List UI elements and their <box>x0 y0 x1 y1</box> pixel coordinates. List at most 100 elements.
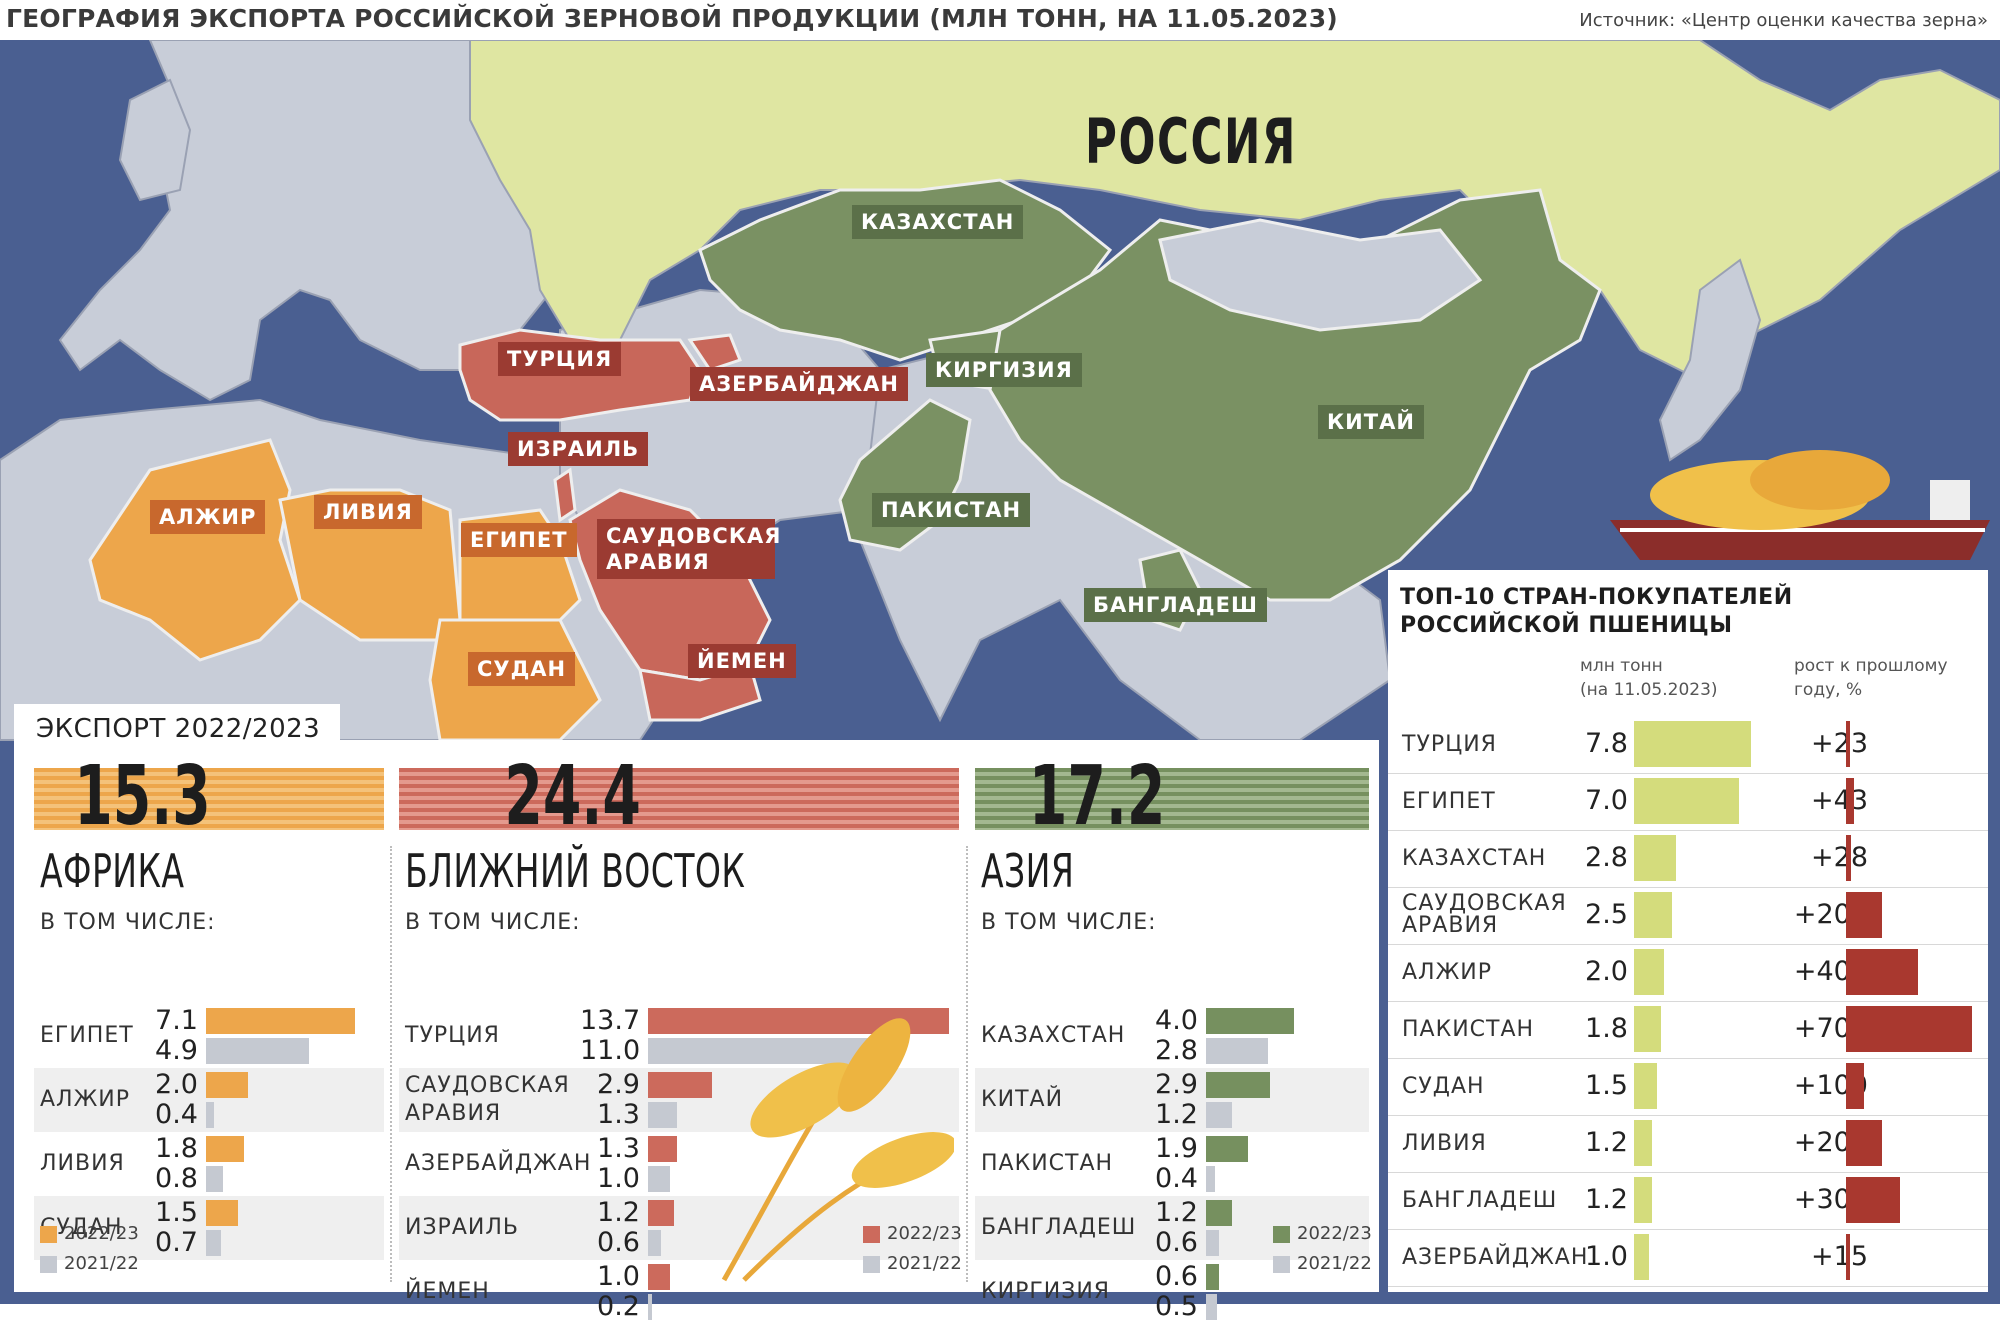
legend-label-previous: 2021/22 <box>887 1253 962 1274</box>
value-previous: 0.7 <box>155 1227 198 1258</box>
map-label-bangladesh: БАНГЛАДЕШ <box>1084 588 1267 622</box>
legend-swatch-previous <box>863 1256 880 1273</box>
value-current: 2.9 <box>1155 1069 1198 1100</box>
top10-volume-value: 1.5 <box>1585 1070 1628 1101</box>
top10-growth-bar <box>1846 1063 1864 1109</box>
top10-volume-bar <box>1634 1234 1649 1280</box>
bar-current <box>206 1136 244 1162</box>
value-current: 1.2 <box>1155 1197 1198 1228</box>
bar-previous <box>206 1102 215 1128</box>
top10-growth-header-line2: году, % <box>1794 680 1863 700</box>
page-title: ГЕОГРАФИЯ ЭКСПОРТА РОССИЙСКОЙ ЗЕРНОВОЙ П… <box>6 4 1338 33</box>
column-separator <box>390 846 392 1282</box>
value-previous: 0.4 <box>1155 1163 1198 1194</box>
top10-title-line1: ТОП-10 СТРАН-ПОКУПАТЕЛЕЙ <box>1400 585 1793 610</box>
region-subtitle: В ТОМ ЧИСЛЕ: <box>40 910 216 935</box>
row-background <box>975 1196 1369 1260</box>
country-label: ИЗРАИЛЬ <box>405 1215 519 1240</box>
country-label: КАЗАХСТАН <box>981 1023 1126 1048</box>
value-previous: 0.6 <box>1155 1227 1198 1258</box>
ship-illustration <box>1610 450 1990 560</box>
legend-swatch-previous <box>1273 1256 1290 1273</box>
land-japan <box>1658 258 1762 462</box>
land-israel <box>553 467 577 523</box>
top10-volume-bar <box>1634 1006 1661 1052</box>
top10-country: ТУРЦИЯ <box>1402 732 1497 757</box>
region-name-asia: АЗИЯ <box>981 844 1075 898</box>
bar-current <box>206 1072 248 1098</box>
bar-previous <box>648 1294 653 1320</box>
top10-volume-bar <box>1634 1177 1652 1223</box>
value-previous: 4.9 <box>155 1035 198 1066</box>
bar-current <box>1206 1072 1270 1098</box>
bar-previous <box>1206 1294 1217 1320</box>
top10-row: ПАКИСТАН 1.8 +700 <box>1388 1001 1988 1059</box>
map-label-israel: ИЗРАИЛЬ <box>508 432 649 466</box>
bar-previous <box>1206 1166 1215 1192</box>
map-label-libya: ЛИВИЯ <box>314 495 422 529</box>
land-azerbaijan <box>687 333 742 372</box>
region-name-africa: АФРИКА <box>40 844 185 898</box>
country-label: КИТАЙ <box>981 1087 1064 1112</box>
value-previous: 2.8 <box>1155 1035 1198 1066</box>
bar-current <box>648 1200 675 1226</box>
top10-growth-header-line1: рост к прошлому <box>1794 656 1948 676</box>
bar-previous <box>1206 1102 1233 1128</box>
bar-previous <box>648 1038 890 1064</box>
top10-row: СУДАН 1.5 +100 <box>1388 1058 1988 1116</box>
top10-country: СУДАН <box>1402 1074 1485 1099</box>
top10-growth-value: +15 <box>1811 1241 1868 1272</box>
value-current: 1.0 <box>597 1261 640 1292</box>
top10-growth-header: рост к прошлому году, % <box>1794 654 1948 702</box>
bar-previous <box>648 1102 677 1128</box>
top10-volume-bar <box>1634 1063 1657 1109</box>
region-band-africa <box>34 768 384 830</box>
map-label-turkey: ТУРЦИЯ <box>498 342 622 376</box>
top10-growth-value: +28 <box>1811 842 1868 873</box>
region-band-middle_east <box>399 768 959 830</box>
source-note: Источник: «Центр оценки качества зерна» <box>1579 10 1988 31</box>
top10-country: АЗЕРБАЙДЖАН <box>1402 1245 1589 1270</box>
top10-volume-value: 2.8 <box>1585 842 1628 873</box>
country-label: БАНГЛАДЕШ <box>981 1215 1137 1240</box>
top10-volume-value: 1.0 <box>1585 1241 1628 1272</box>
region-total-africa: 15.3 <box>74 749 211 844</box>
region-name-middle_east: БЛИЖНИЙ ВОСТОК <box>405 844 746 898</box>
land-yemen <box>638 663 762 722</box>
top10-volume-header-line1: млн тонн <box>1580 656 1663 676</box>
bar-previous <box>206 1038 309 1064</box>
region-band-asia <box>975 768 1369 830</box>
bar-current <box>206 1008 356 1034</box>
value-previous: 1.2 <box>1155 1099 1198 1130</box>
bar-previous <box>1206 1230 1220 1256</box>
bar-current <box>648 1072 712 1098</box>
value-current: 1.5 <box>155 1197 198 1228</box>
value-previous: 0.2 <box>597 1291 640 1322</box>
top10-country: ЛИВИЯ <box>1402 1131 1487 1156</box>
top10-title: ТОП-10 СТРАН-ПОКУПАТЕЛЕЙ РОССИЙСКОЙ ПШЕН… <box>1400 584 1793 640</box>
legend-label-current: 2022/23 <box>1297 1223 1372 1244</box>
header: ГЕОГРАФИЯ ЭКСПОРТА РОССИЙСКОЙ ЗЕРНОВОЙ П… <box>0 0 2000 40</box>
bar-previous <box>648 1230 662 1256</box>
country-label: ЙЕМЕН <box>405 1279 490 1304</box>
map-label-kyrgyzstan: КИРГИЗИЯ <box>926 353 1082 387</box>
wheat-illustration <box>721 1018 954 1282</box>
region-subtitle: В ТОМ ЧИСЛЕ: <box>981 910 1157 935</box>
export-title: ЭКСПОРТ 2022/2023 <box>36 714 321 744</box>
map-label-saudi: САУДОВСКАЯ АРАВИЯ <box>597 519 780 579</box>
column-separator <box>966 846 968 1282</box>
value-current: 7.1 <box>155 1005 198 1036</box>
top10-row: ЛИВИЯ 1.2 +200 <box>1388 1115 1988 1173</box>
top10-volume-header: млн тонн (на 11.05.2023) <box>1580 654 1718 702</box>
top10-growth-bar <box>1846 835 1852 881</box>
value-previous: 11.0 <box>580 1035 641 1066</box>
top10-volume-bar <box>1634 835 1676 881</box>
top10-row: ЕГИПЕТ 7.0 +43 <box>1388 773 1988 831</box>
top10-growth-value: +43 <box>1811 785 1868 816</box>
map-label-sudan: СУДАН <box>468 652 576 686</box>
bar-previous <box>648 1166 670 1192</box>
top10-growth-bar <box>1846 1177 1900 1223</box>
top10-row: АЗЕРБАЙДЖАН 1.0 +15 <box>1388 1229 1988 1287</box>
top10-growth-bar <box>1846 1234 1850 1280</box>
value-current: 4.0 <box>1155 1005 1198 1036</box>
